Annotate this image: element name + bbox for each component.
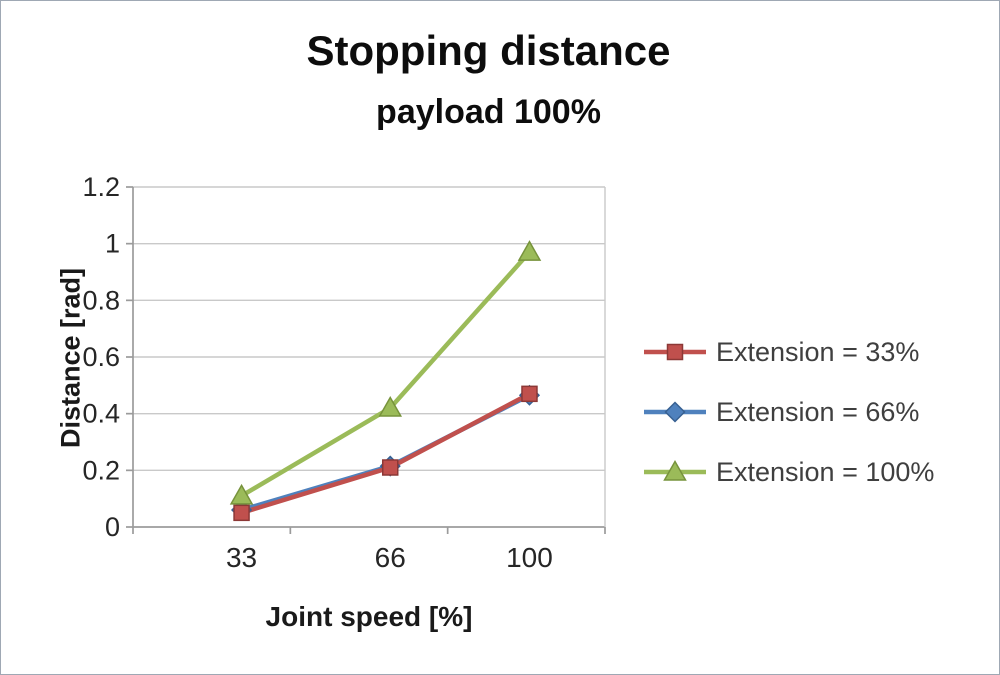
legend-item: Extension = 100% [643, 451, 934, 493]
square-marker [666, 343, 684, 361]
y-tick-label: 0.6 [82, 342, 120, 372]
legend-item: Extension = 33% [643, 331, 934, 373]
square-marker [381, 459, 399, 476]
legend: Extension = 33% Extension = 66% Extension … [643, 331, 934, 493]
x-category-label: 66 [375, 542, 406, 573]
y-tick-label: 0.8 [82, 285, 120, 315]
square-marker [521, 385, 538, 403]
chart-subtitle: payload 100% [376, 93, 601, 131]
legend-sample-triangle [644, 459, 706, 481]
x-category-label: 33 [226, 542, 257, 573]
plot-area: 0 0.2 0.4 0.6 0.8 1 1.2 33 66 100 [82, 172, 606, 573]
legend-label: Extension = 100% [716, 456, 935, 487]
triangle-marker [517, 240, 542, 261]
y-tick-label: 0.2 [82, 455, 120, 485]
x-axis-title: Joint speed [%] [265, 601, 473, 632]
y-tick-label: 0.4 [82, 399, 120, 429]
y-tick-label: 1 [105, 229, 120, 259]
diamond-marker [664, 401, 686, 423]
legend-sample-square [644, 343, 706, 361]
triangle-marker [378, 395, 403, 417]
x-category-label: 100 [506, 542, 553, 573]
legend-label: Extension = 33% [716, 336, 920, 367]
legend-sample-diamond [644, 401, 706, 423]
legend-label: Extension = 66% [716, 396, 920, 427]
chart-title: Stopping distance [306, 27, 671, 74]
y-tick-label: 1.2 [82, 172, 120, 202]
triangle-marker [663, 459, 687, 481]
square-marker [233, 504, 250, 522]
legend-item: Extension = 66% [643, 391, 934, 433]
y-tick-label: 0 [105, 512, 120, 542]
triangle-marker [229, 483, 254, 505]
